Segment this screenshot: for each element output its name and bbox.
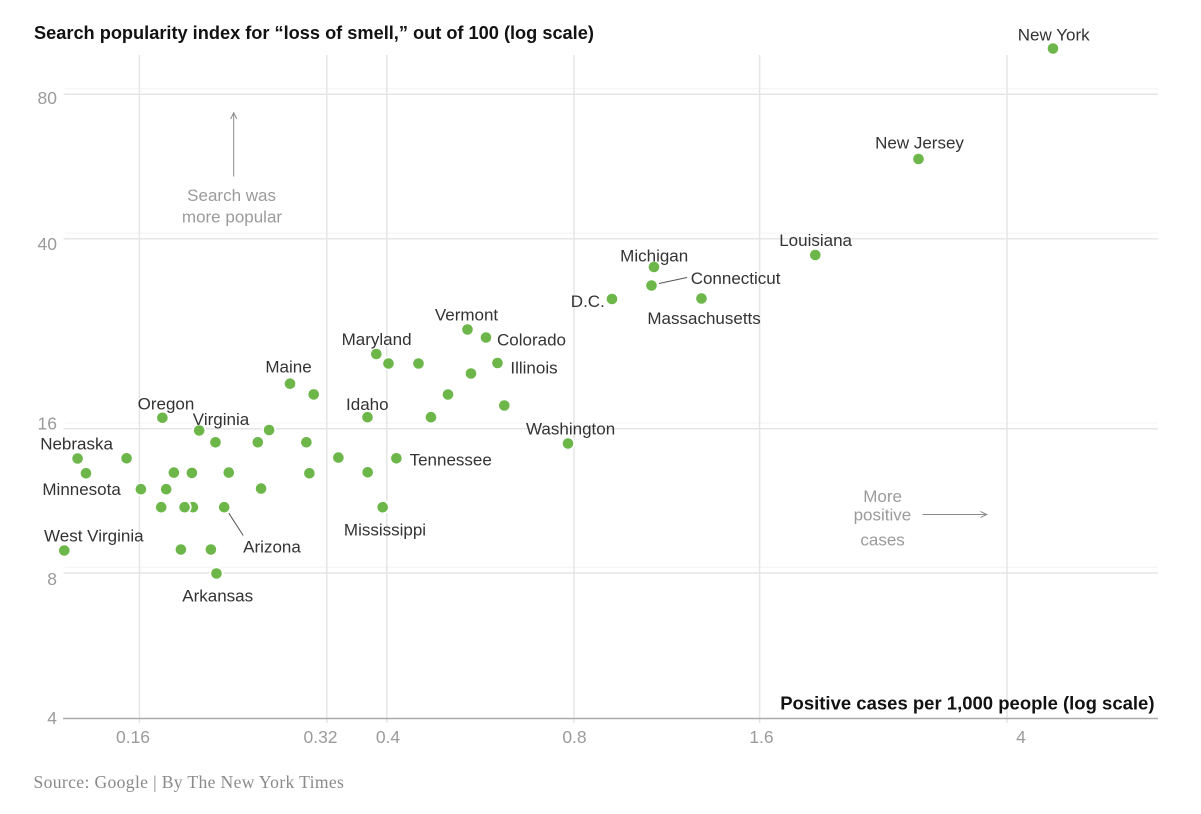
- svg-text:0.8: 0.8: [562, 727, 586, 747]
- svg-text:Massachusetts: Massachusetts: [647, 309, 760, 328]
- svg-text:4: 4: [47, 708, 57, 728]
- svg-text:Michigan: Michigan: [620, 246, 688, 265]
- svg-text:0.16: 0.16: [116, 727, 150, 747]
- svg-text:New Jersey: New Jersey: [875, 134, 964, 153]
- svg-text:Washington: Washington: [526, 420, 615, 439]
- svg-text:D.C.: D.C.: [571, 292, 605, 311]
- svg-text:Illinois: Illinois: [510, 358, 557, 377]
- svg-text:40: 40: [38, 234, 58, 254]
- svg-text:8: 8: [47, 569, 57, 589]
- svg-text:Colorado: Colorado: [497, 330, 566, 349]
- svg-text:Virginia: Virginia: [193, 410, 250, 429]
- svg-text:Source: Google | By The New Yo: Source: Google | By The New York Times: [34, 772, 345, 792]
- svg-text:West Virginia: West Virginia: [44, 526, 144, 545]
- svg-text:Nebraska: Nebraska: [40, 434, 113, 453]
- svg-text:More: More: [863, 487, 902, 506]
- svg-text:4: 4: [1016, 727, 1026, 747]
- svg-text:Vermont: Vermont: [435, 306, 499, 325]
- svg-text:16: 16: [38, 414, 57, 434]
- svg-text:Idaho: Idaho: [346, 395, 389, 414]
- svg-text:positive: positive: [854, 506, 912, 525]
- svg-text:Oregon: Oregon: [138, 395, 195, 414]
- svg-text:Arizona: Arizona: [243, 538, 301, 557]
- svg-text:Louisiana: Louisiana: [779, 231, 852, 250]
- svg-text:Tennessee: Tennessee: [410, 450, 492, 469]
- svg-text:cases: cases: [860, 531, 904, 550]
- svg-text:more popular: more popular: [182, 207, 283, 226]
- svg-text:Connecticut: Connecticut: [691, 269, 781, 288]
- svg-text:80: 80: [38, 88, 58, 108]
- svg-text:Search popularity index for “l: Search popularity index for “loss of sme…: [34, 23, 594, 43]
- svg-text:Minnesota: Minnesota: [42, 480, 121, 499]
- svg-text:0.4: 0.4: [376, 727, 401, 747]
- svg-text:New York: New York: [1018, 25, 1090, 44]
- svg-text:0.32: 0.32: [303, 727, 337, 747]
- svg-text:Maryland: Maryland: [342, 330, 412, 349]
- svg-text:Maine: Maine: [265, 357, 311, 376]
- svg-text:Mississippi: Mississippi: [344, 520, 426, 539]
- svg-text:1.6: 1.6: [749, 727, 773, 747]
- svg-text:Search was: Search was: [187, 186, 276, 205]
- svg-text:Arkansas: Arkansas: [182, 587, 253, 606]
- svg-text:Positive cases per 1,000 peopl: Positive cases per 1,000 people (log sca…: [780, 693, 1154, 714]
